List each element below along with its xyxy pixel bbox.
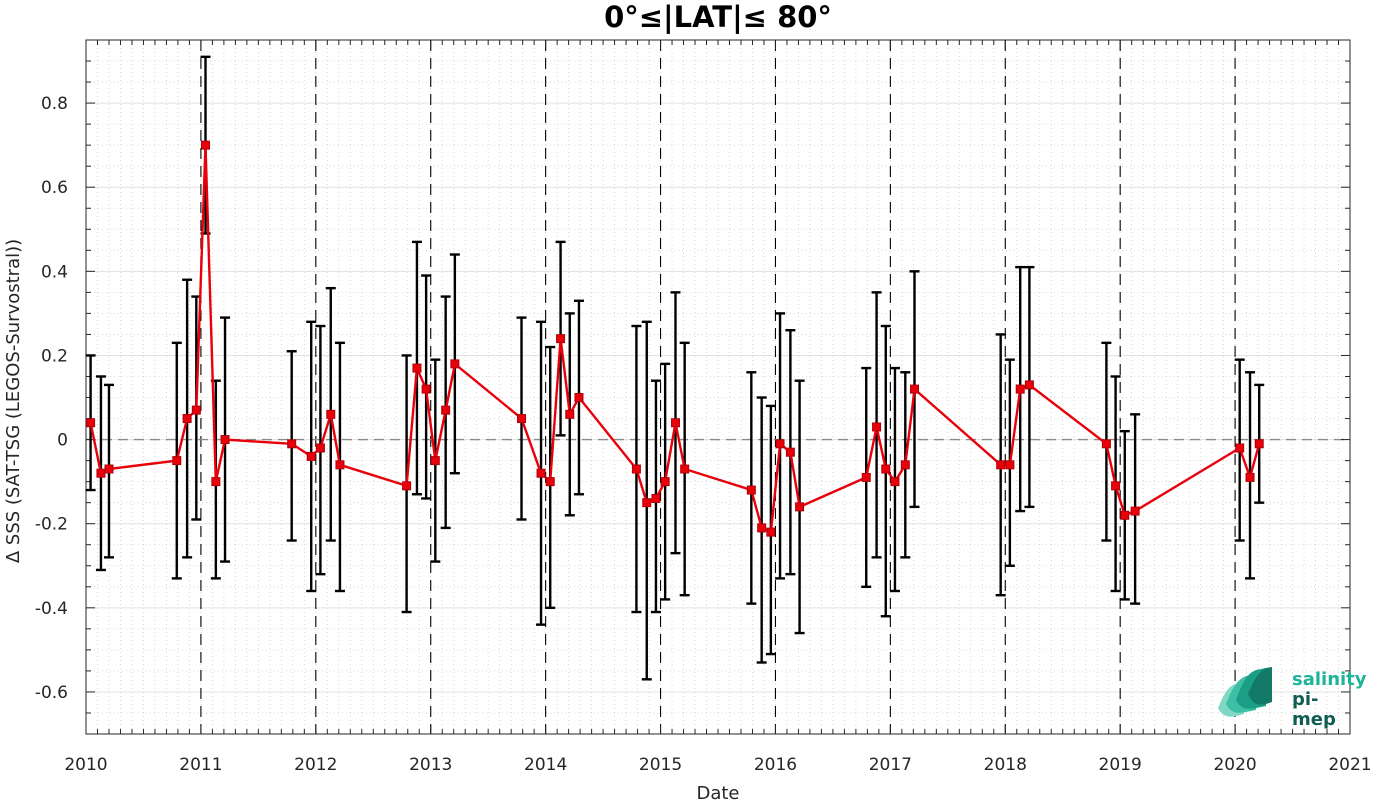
data-point (86, 418, 96, 428)
y-tick-label: 0.4 (41, 262, 68, 282)
data-point (545, 477, 555, 487)
x-axis-title: Date (696, 783, 739, 801)
data-point (574, 393, 584, 403)
data-point (182, 414, 192, 424)
grid-layer (85, 39, 1351, 735)
data-point (631, 464, 641, 474)
data-point (556, 334, 566, 344)
axis-ticks (85, 39, 1351, 735)
data-point (996, 460, 1006, 470)
x-tick-label: 2016 (754, 755, 797, 775)
y-tick-label: -0.6 (35, 683, 68, 703)
data-point (172, 456, 182, 466)
x-tick-label: 2014 (524, 755, 567, 775)
data-point (430, 456, 440, 466)
data-point (1235, 443, 1245, 453)
data-point (441, 405, 451, 415)
data-point (326, 409, 336, 419)
data-point (861, 472, 871, 482)
data-point (881, 464, 891, 474)
data-point (412, 363, 422, 373)
data-point (660, 477, 670, 487)
data-point (220, 435, 230, 445)
data-point (795, 502, 805, 512)
x-tick-label: 2012 (294, 755, 337, 775)
data-markers (86, 140, 1264, 537)
data-point (680, 464, 690, 474)
data-point (211, 477, 221, 487)
data-point (536, 468, 546, 478)
x-tick-label: 2011 (179, 755, 222, 775)
data-point (872, 422, 882, 432)
data-point (1245, 472, 1255, 482)
y-tick-label: 0 (57, 431, 68, 451)
x-tick-label: 2017 (869, 755, 912, 775)
data-point (1101, 439, 1111, 449)
data-point (315, 443, 325, 453)
data-point (191, 405, 201, 415)
year-boundary-lines (200, 40, 1236, 734)
data-point (1130, 506, 1140, 516)
data-point (757, 523, 767, 533)
data-point (890, 477, 900, 487)
data-point (306, 451, 316, 461)
data-point (746, 485, 756, 495)
y-tick-label: 0.8 (41, 94, 68, 114)
data-point (402, 481, 412, 491)
data-point (1254, 439, 1264, 449)
data-point (1024, 380, 1034, 390)
x-tick-label: 2018 (984, 755, 1027, 775)
wave-logo-icon (1218, 667, 1272, 717)
logo-line2: pi-mep (1292, 689, 1336, 730)
y-axis-title: Δ SSS (SAT-TSG (LEGOS-Survostral)) (3, 239, 24, 563)
data-point (565, 409, 575, 419)
x-tick-label: 2021 (1328, 755, 1371, 775)
chart-title: 0°≤|LAT|≤ 80° (604, 0, 832, 34)
x-tick-labels: 2010 2011 2012 2013 2014 2015 2016 2017 2018 2019… (64, 755, 1371, 775)
data-point (900, 460, 910, 470)
data-point (909, 384, 919, 394)
data-point (670, 418, 680, 428)
y-tick-label: 0.6 (41, 178, 68, 198)
data-point (335, 460, 345, 470)
data-point (785, 447, 795, 457)
data-point (766, 527, 776, 537)
y-tick-labels: -0.6 -0.4 -0.2 0 0.2 0.4 0.6 0.8 (35, 94, 68, 703)
salinity-pi-mep-logo: salinity pi-mep (1214, 664, 1367, 730)
x-tick-label: 2019 (1099, 755, 1142, 775)
data-point (1111, 481, 1121, 491)
data-point (651, 493, 661, 503)
data-point (201, 140, 211, 150)
data-point (775, 439, 785, 449)
data-point (421, 384, 431, 394)
data-point (1005, 460, 1015, 470)
data-point (642, 498, 652, 508)
data-point (517, 414, 527, 424)
x-tick-label: 2013 (409, 755, 452, 775)
y-tick-label: -0.4 (35, 599, 68, 619)
y-tick-label: 0.2 (41, 346, 68, 366)
logo-line1: salinity (1292, 669, 1367, 690)
data-point (287, 439, 297, 449)
data-point (104, 464, 114, 474)
x-tick-label: 2010 (64, 755, 107, 775)
data-point (1120, 510, 1130, 520)
y-tick-label: -0.2 (35, 515, 68, 535)
error-bars (85, 55, 1265, 681)
x-tick-label: 2020 (1213, 755, 1256, 775)
data-point (450, 359, 460, 369)
data-point (1015, 384, 1025, 394)
data-point (96, 468, 106, 478)
x-tick-label: 2015 (639, 755, 682, 775)
